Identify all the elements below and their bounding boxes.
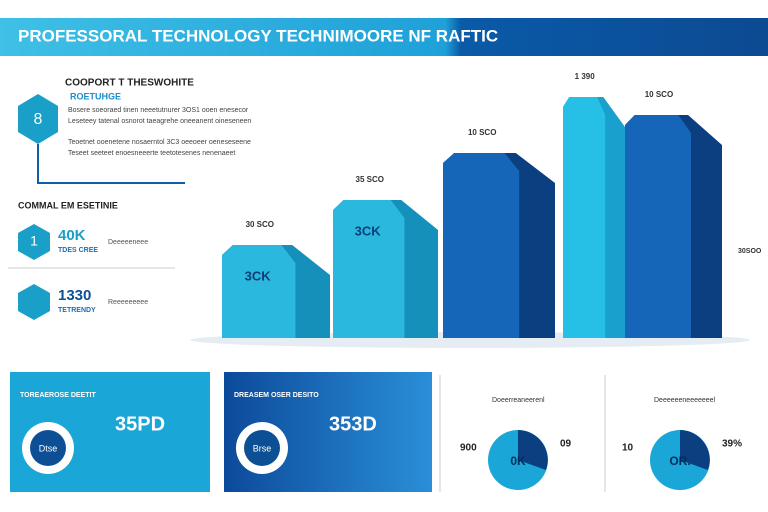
text-line: Teoetnet ooenetene nosaerntol 3C3 oeeoee…	[68, 139, 251, 146]
bar-caption: 35 SCO	[356, 175, 384, 184]
heading: COMMAL EM ESETINIE	[18, 200, 118, 210]
hex-badge	[18, 94, 58, 144]
card-value: 353D	[329, 413, 377, 435]
bar-face	[222, 245, 296, 338]
donut-slice	[680, 430, 710, 470]
connector	[37, 144, 185, 184]
card-value: 35PD	[115, 413, 165, 435]
bar-label: 3CK	[355, 223, 382, 238]
donut-center: OR.	[669, 454, 690, 468]
card-center: Dtse	[39, 443, 58, 453]
bar-caption: 30 SCO	[246, 220, 274, 229]
metric-note: Deeeeeneee	[108, 239, 148, 246]
donut-percent: 39%	[722, 439, 742, 450]
donut-center: 0K	[510, 454, 526, 468]
heading: COOPORT T THESWOHITE	[65, 78, 194, 89]
donut-percent: 09	[560, 439, 572, 450]
badge: 1	[30, 233, 38, 249]
text-line: Teseet seeteet enoesneeerte teetotesenes…	[68, 150, 235, 157]
card-ring-inner	[30, 430, 66, 466]
text-line: Leseteey tatenal osnorot taeagrehe oneea…	[68, 118, 251, 125]
donut-title: Deeeeeeneeeeeeel	[654, 397, 716, 404]
hex-icon	[18, 284, 50, 320]
donut-slice	[518, 430, 548, 470]
banner	[0, 18, 768, 56]
bar-caption: 1 390	[575, 72, 596, 81]
text-line: Bosere soeoraed tinen neeetutnurer 3OS1 …	[68, 107, 249, 114]
donut-title: Doeerreaneerenl	[492, 397, 545, 404]
metric-note: Reeeeeeeee	[108, 299, 148, 306]
side-note: 30SOO	[738, 248, 762, 255]
metric-value: 1330	[58, 287, 91, 304]
subheading: ROETUHGE	[70, 91, 121, 101]
bar-caption: 10 SCO	[645, 90, 673, 99]
card-title: DREASEM OSER DESITO	[234, 392, 319, 399]
bar-face	[333, 200, 405, 338]
bar-face	[443, 153, 520, 338]
metric-value: 40K	[58, 227, 86, 244]
bar-caption: 10 SCO	[468, 128, 496, 137]
metric-caption: TDES CREE	[58, 247, 98, 254]
card-ring-inner	[244, 430, 280, 466]
title: PROFESSORAL TECHNOLOGY TECHNIMOORE NF RA…	[18, 26, 498, 45]
card-center: Brse	[253, 443, 272, 453]
donut-value: 10	[622, 443, 634, 454]
hex-badge	[18, 224, 50, 260]
bar-face	[563, 97, 606, 338]
card-title: TOREAEROSE DEETIT	[20, 392, 96, 399]
donut-value: 900	[460, 443, 477, 454]
bar-face	[625, 115, 691, 338]
metric-caption: TETRENDY	[58, 307, 96, 314]
bar-label: 3CK	[245, 268, 272, 283]
badge: 8	[34, 111, 43, 128]
